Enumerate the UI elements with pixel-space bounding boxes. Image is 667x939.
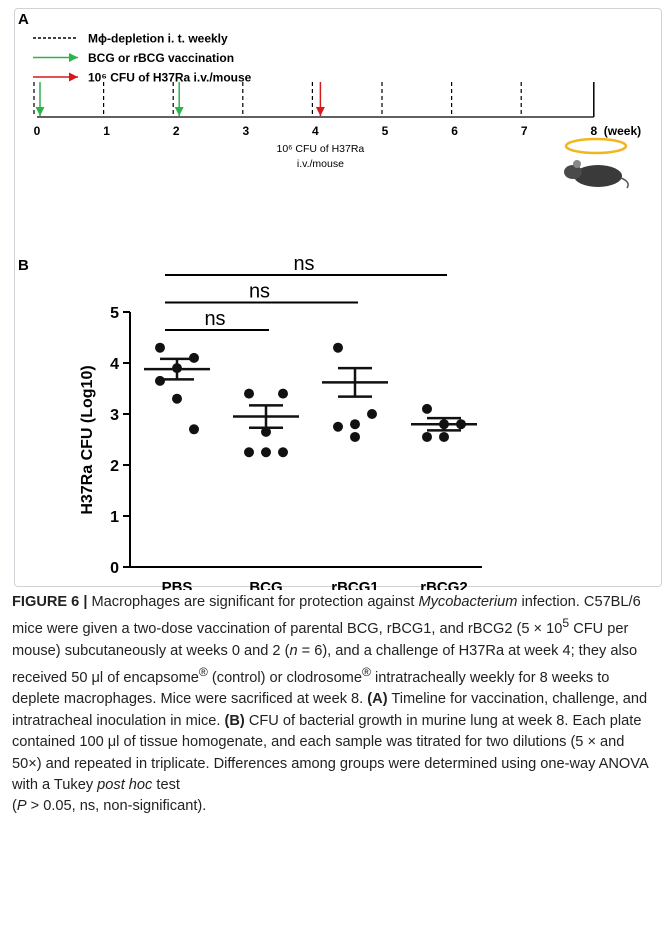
panel-label: B bbox=[18, 257, 29, 274]
caption-run: post hoc bbox=[97, 776, 153, 793]
legend-text: Mϕ-depletion i. t. weekly bbox=[88, 32, 228, 46]
caption-run: = 6), and a challenge of H37Ra at week 4… bbox=[12, 642, 638, 686]
data-point bbox=[189, 424, 199, 435]
significance-label: ns bbox=[249, 281, 270, 303]
data-point bbox=[278, 388, 288, 399]
y-tick-label: 0 bbox=[110, 560, 119, 577]
week-label: 7 bbox=[521, 124, 528, 138]
caption-run: (B) bbox=[224, 712, 245, 729]
figure: A B H37Ra CFU (Log10) Mϕ-depletion i. t.… bbox=[18, 11, 641, 590]
week-label: 4 bbox=[312, 124, 319, 138]
caption-run: (control) or clodrosome bbox=[207, 669, 362, 686]
week-label: 0 bbox=[34, 124, 41, 138]
sem-bar bbox=[249, 404, 283, 430]
sem-bar bbox=[427, 416, 461, 432]
sem-bar bbox=[160, 357, 194, 381]
y-axis-title: H37Ra CFU (Log10) bbox=[79, 365, 96, 514]
y-tick-label: 3 bbox=[110, 407, 119, 424]
significance-label: ns bbox=[293, 253, 314, 275]
data-point bbox=[261, 426, 271, 437]
week-label: 2 bbox=[173, 124, 180, 138]
data-point bbox=[350, 431, 360, 442]
y-tick-label: 2 bbox=[110, 458, 119, 475]
caption-run: test bbox=[152, 776, 180, 793]
data-point bbox=[367, 409, 377, 419]
caption-run: FIGURE 6 | bbox=[12, 594, 88, 610]
caption-run: ® bbox=[361, 665, 371, 680]
caption-run: intratracheally weekly for 8 weeks to de… bbox=[12, 669, 610, 708]
figure-frame bbox=[14, 8, 662, 587]
week-label: 6 bbox=[451, 124, 458, 138]
week-label: 5 bbox=[382, 124, 389, 138]
x-tick-label: BCG bbox=[249, 579, 282, 590]
data-point bbox=[333, 342, 343, 353]
data-point bbox=[172, 393, 182, 404]
data-point bbox=[439, 431, 449, 442]
caption-run: Mycobacterium bbox=[418, 594, 518, 610]
data-point bbox=[278, 447, 288, 458]
caption-run: 5 bbox=[562, 616, 570, 631]
panel-label: A bbox=[18, 11, 29, 28]
y-tick-label: 4 bbox=[110, 356, 119, 373]
significance-label: ns bbox=[204, 308, 225, 330]
data-point bbox=[422, 403, 432, 414]
y-tick-label: 5 bbox=[110, 305, 119, 322]
annotation: 10⁶ CFU of H37Ra bbox=[277, 143, 365, 155]
annotation: i.v./mouse bbox=[297, 158, 344, 170]
data-point bbox=[422, 431, 432, 442]
data-point bbox=[244, 447, 254, 458]
week-label: 8 bbox=[590, 124, 597, 138]
data-point bbox=[261, 447, 271, 458]
mouse-icon bbox=[564, 137, 629, 189]
caption-run: > 0.05, ns, non-significant). bbox=[26, 798, 207, 815]
x-tick-label: rBCG2 bbox=[420, 579, 468, 590]
caption-run: CFU per mouse) subcutaneously at weeks 0… bbox=[12, 621, 629, 659]
caption-run: ® bbox=[198, 665, 208, 680]
caption: FIGURE 6 | Macrophages are significant f… bbox=[12, 592, 657, 818]
week-label: 3 bbox=[242, 124, 249, 138]
week-unit: (week) bbox=[604, 124, 641, 138]
x-tick-label: PBS bbox=[162, 579, 193, 590]
caption-run: infection. C57BL/6 mice were given a two… bbox=[12, 594, 641, 638]
caption-run: n bbox=[289, 642, 298, 659]
data-point bbox=[244, 388, 254, 399]
data-point bbox=[155, 375, 165, 386]
caption-run: Timeline for vaccination, challenge, and… bbox=[12, 691, 648, 729]
week-label: 1 bbox=[103, 124, 110, 138]
data-point bbox=[350, 419, 360, 430]
caption-run: (A) bbox=[367, 691, 388, 708]
caption-run: ( bbox=[12, 798, 17, 815]
sem-bar bbox=[338, 366, 372, 398]
data-point bbox=[155, 342, 165, 353]
legend-text: BCG or rBCG vaccination bbox=[88, 51, 234, 65]
caption-run: Macrophages are significant for protecti… bbox=[87, 594, 419, 610]
legend-text: 10⁶ CFU of H37Ra i.v./mouse bbox=[88, 71, 252, 85]
caption-run: CFU of bacterial growth in murine lung a… bbox=[12, 712, 648, 793]
data-point bbox=[333, 421, 343, 432]
x-tick-label: rBCG1 bbox=[331, 579, 379, 590]
caption-run: P bbox=[16, 798, 27, 815]
y-tick-label: 1 bbox=[110, 509, 119, 526]
